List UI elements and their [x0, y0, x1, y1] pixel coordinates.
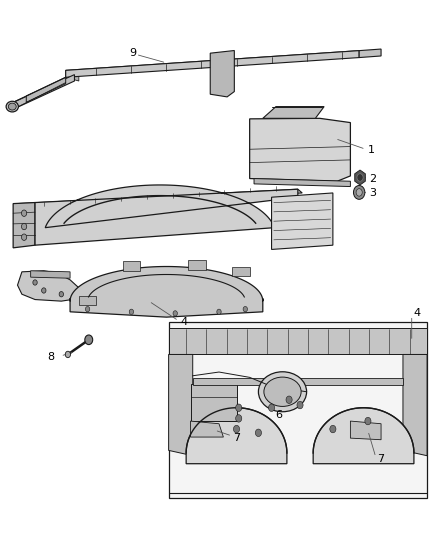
Circle shape — [356, 189, 362, 196]
Text: 3: 3 — [369, 189, 376, 198]
Polygon shape — [13, 203, 35, 248]
Polygon shape — [26, 77, 66, 102]
Polygon shape — [123, 261, 140, 271]
Polygon shape — [272, 193, 333, 249]
Polygon shape — [403, 354, 427, 456]
Circle shape — [129, 309, 134, 314]
Circle shape — [217, 309, 221, 314]
Text: 8: 8 — [47, 352, 54, 362]
Circle shape — [357, 174, 363, 181]
Ellipse shape — [6, 101, 18, 112]
Circle shape — [42, 288, 46, 293]
Circle shape — [233, 425, 240, 433]
Polygon shape — [66, 51, 372, 75]
Polygon shape — [66, 70, 79, 81]
Circle shape — [330, 425, 336, 433]
Polygon shape — [359, 49, 381, 58]
Circle shape — [268, 404, 275, 411]
Polygon shape — [18, 189, 302, 208]
Polygon shape — [31, 271, 70, 278]
Circle shape — [21, 210, 27, 216]
Ellipse shape — [264, 377, 301, 406]
Text: 4: 4 — [181, 318, 188, 327]
Polygon shape — [254, 179, 350, 187]
Ellipse shape — [8, 103, 16, 110]
Polygon shape — [193, 378, 403, 385]
Polygon shape — [263, 107, 324, 118]
Circle shape — [236, 415, 242, 422]
Polygon shape — [232, 266, 250, 276]
Polygon shape — [313, 408, 414, 464]
Circle shape — [297, 401, 303, 409]
Polygon shape — [169, 354, 193, 456]
Text: 4: 4 — [413, 308, 420, 318]
Polygon shape — [250, 118, 350, 181]
Circle shape — [85, 306, 90, 312]
Circle shape — [85, 335, 93, 344]
Polygon shape — [186, 408, 287, 464]
Text: 1: 1 — [368, 146, 375, 155]
Circle shape — [255, 429, 261, 437]
Polygon shape — [35, 185, 298, 245]
Text: 2: 2 — [369, 174, 376, 183]
Circle shape — [353, 185, 365, 199]
Polygon shape — [79, 296, 96, 305]
Polygon shape — [191, 384, 237, 421]
Circle shape — [243, 306, 247, 312]
Text: 7: 7 — [378, 455, 385, 464]
Polygon shape — [188, 260, 206, 270]
Text: 9: 9 — [129, 49, 136, 58]
Polygon shape — [210, 51, 234, 97]
Circle shape — [21, 223, 27, 230]
Polygon shape — [191, 421, 223, 437]
Circle shape — [173, 311, 177, 316]
Polygon shape — [13, 75, 74, 109]
Circle shape — [33, 280, 37, 285]
Text: 7: 7 — [233, 433, 240, 442]
Circle shape — [59, 292, 64, 297]
Circle shape — [286, 396, 292, 403]
Circle shape — [365, 417, 371, 425]
Polygon shape — [18, 271, 79, 301]
Polygon shape — [169, 328, 427, 354]
Polygon shape — [298, 195, 328, 205]
Circle shape — [21, 234, 27, 240]
Polygon shape — [66, 51, 359, 77]
Polygon shape — [169, 322, 427, 498]
Polygon shape — [70, 266, 263, 317]
Circle shape — [236, 404, 242, 411]
Polygon shape — [350, 421, 381, 440]
Text: 6: 6 — [275, 410, 282, 419]
Ellipse shape — [258, 372, 307, 411]
Circle shape — [65, 351, 71, 358]
